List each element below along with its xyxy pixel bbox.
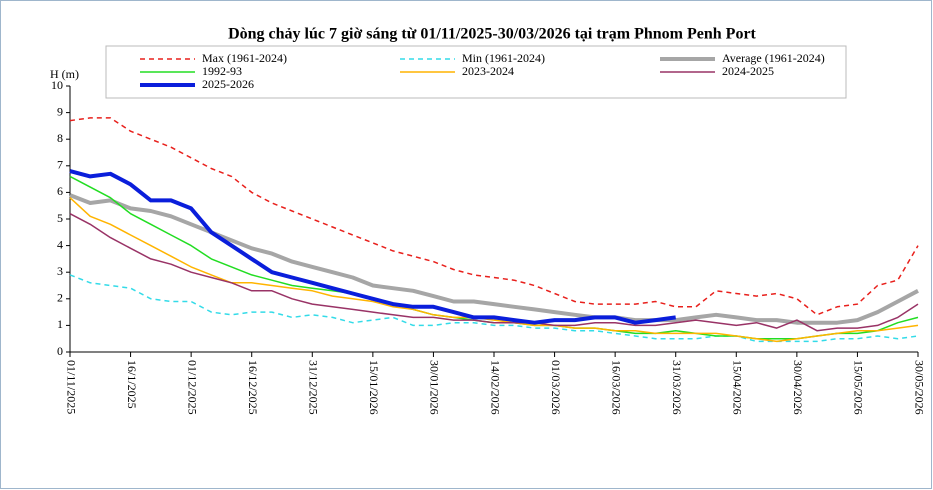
series-line xyxy=(69,197,919,343)
series-line xyxy=(69,213,919,332)
legend-label: Average (1961-2024) xyxy=(722,51,825,65)
legend-label: 2023-2024 xyxy=(462,64,514,78)
series-line xyxy=(69,117,919,316)
y-tick-label: 1 xyxy=(57,317,63,331)
x-tick-label: 31/12/2025 xyxy=(307,360,321,415)
legend xyxy=(105,45,847,99)
x-tick-label: 01/03/2026 xyxy=(549,360,563,415)
x-tick-label: 15/04/2026 xyxy=(731,360,745,415)
series-line xyxy=(69,169,676,325)
x-tick-label: 16/03/2026 xyxy=(609,360,623,415)
y-tick-label: 2 xyxy=(57,291,63,305)
x-tick-label: 14/02/2026 xyxy=(488,360,502,415)
legend-label: 1992-93 xyxy=(202,64,242,78)
chart-title: Dòng chảy lúc 7 giờ sáng từ 01/11/2025-3… xyxy=(228,26,756,43)
y-axis-label: H (m) xyxy=(50,67,79,81)
x-tick-label: 01/11/2025 xyxy=(64,360,78,414)
y-tick-label: 9 xyxy=(57,104,63,118)
y-tick-label: 6 xyxy=(57,184,63,198)
legend-label: 2025-2026 xyxy=(202,77,254,91)
x-tick-label: 30/05/2026 xyxy=(912,360,926,415)
y-tick-label: 8 xyxy=(57,131,63,145)
x-tick-label: 16/1/2025 xyxy=(125,360,139,409)
y-tick-label: 10 xyxy=(51,78,63,92)
x-tick-label: 15/01/2026 xyxy=(367,360,381,415)
y-tick-label: 5 xyxy=(57,211,63,225)
x-tick-label: 15/05/2026 xyxy=(852,360,866,415)
legend-label: Min (1961-2024) xyxy=(462,51,545,65)
legend-label: Max (1961-2024) xyxy=(202,51,287,65)
x-tick-label: 01/12/2025 xyxy=(185,360,199,415)
x-tick-label: 30/01/2026 xyxy=(428,360,442,415)
y-tick-label: 7 xyxy=(57,158,63,172)
y-tick-label: 0 xyxy=(57,344,63,358)
x-tick-label: 31/03/2026 xyxy=(670,360,684,415)
y-tick-label: 4 xyxy=(57,237,63,251)
x-tick-label: 16/12/2025 xyxy=(246,360,260,415)
y-tick-label: 3 xyxy=(57,264,63,278)
legend-label: 2024-2025 xyxy=(722,64,774,78)
x-tick-label: 30/04/2026 xyxy=(791,360,805,415)
